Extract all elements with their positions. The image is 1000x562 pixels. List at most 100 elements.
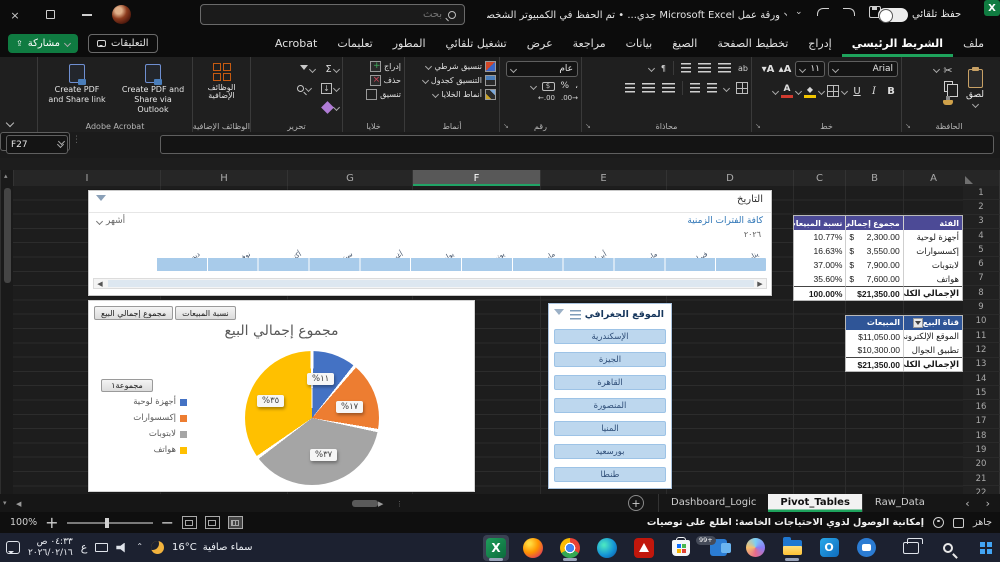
- fill-button[interactable]: ↓: [321, 80, 341, 96]
- row-number[interactable]: 1: [963, 186, 1000, 201]
- horizontal-scroll-thumb[interactable]: [352, 500, 378, 507]
- slicer-item[interactable]: الإسكندرية: [554, 329, 666, 344]
- tab-data[interactable]: بيانات: [625, 37, 653, 50]
- field-button-category[interactable]: نسبة المبيعات: [175, 306, 236, 320]
- scroll-left-icon[interactable]: ◀: [16, 499, 22, 508]
- language-indicator[interactable]: ع: [80, 541, 88, 554]
- row-number[interactable]: 14: [963, 371, 1000, 387]
- row-number[interactable]: 7: [963, 271, 1000, 287]
- format-cells-button[interactable]: تنسيق: [346, 89, 401, 100]
- row-number[interactable]: 5: [963, 243, 1000, 258]
- close-window-button[interactable]: ×: [10, 8, 20, 22]
- insert-cells-button[interactable]: إدراج: [346, 61, 401, 72]
- scroll-down-icon[interactable]: ▾: [3, 499, 7, 507]
- row-number[interactable]: 9: [963, 300, 1000, 315]
- show-hidden-icons-chevron[interactable]: ⌃: [136, 542, 144, 551]
- slicer-geographic-location[interactable]: الموقع الجغرافي الإسكندرية الجيزة القاهرة ا…: [548, 303, 672, 489]
- dialog-launcher-icon[interactable]: ↘: [503, 122, 509, 130]
- tab-automate[interactable]: تشغيل تلقائي: [445, 37, 507, 50]
- pie-chart[interactable]: [245, 351, 379, 485]
- tab-acrobat[interactable]: Acrobat: [274, 37, 318, 50]
- select-all-corner[interactable]: [963, 170, 1000, 186]
- weather-widget[interactable]: 16°C سماء صافية: [172, 542, 253, 553]
- macro-record-icon[interactable]: [952, 517, 964, 528]
- addins-button[interactable]: الوظائف الإضافية: [196, 61, 247, 100]
- table-total-row[interactable]: الإجمالي الكلي $21,350.00 100.00%: [794, 286, 962, 300]
- column-header-H[interactable]: H: [160, 170, 287, 186]
- accessibility-icon[interactable]: [932, 517, 944, 528]
- timeline-scrollbar[interactable]: ◀ ▶: [93, 278, 767, 289]
- table-header-row[interactable]: الفئة مجموع إجمالي البيع نسبة المبيعات: [794, 216, 962, 230]
- row-number[interactable]: 19: [963, 443, 1000, 458]
- decrease-decimal-icon[interactable]: ‎←.00‎: [538, 94, 555, 102]
- table-row[interactable]: أجهزة لوحية $2,300.00 10.77%: [794, 230, 962, 244]
- dialog-launcher-icon[interactable]: ↘: [585, 122, 591, 130]
- maximize-window-button[interactable]: [46, 10, 55, 19]
- create-pdf-outlook-button[interactable]: Create PDF and Share via Outlook: [118, 61, 188, 115]
- bold-button[interactable]: B: [887, 85, 895, 97]
- network-icon[interactable]: [95, 543, 109, 552]
- vertical-scrollbar[interactable]: ▴: [0, 170, 13, 494]
- row-number[interactable]: 17: [963, 414, 1000, 430]
- month-label[interactable]: أكتوبر: [258, 237, 309, 265]
- tab-home[interactable]: الشريط الرئيسي: [842, 30, 953, 57]
- align-left-icon[interactable]: [681, 63, 692, 73]
- format-as-table-button[interactable]: التنسيق كجدول: [408, 75, 496, 86]
- clear-filter-icon[interactable]: [554, 309, 564, 320]
- increase-decimal-icon[interactable]: ‎.00→‎: [561, 94, 578, 102]
- normal-view-icon[interactable]: [227, 516, 243, 529]
- filter-dropdown-icon[interactable]: [912, 317, 923, 328]
- scrollbar-resize-handle[interactable]: ⋮: [396, 499, 404, 508]
- tab-view[interactable]: عرض: [526, 37, 553, 50]
- table-header-row[interactable]: قناة البيع المبيعات: [846, 316, 962, 330]
- decrease-font-icon[interactable]: A▾: [761, 63, 775, 75]
- merge-center-icon[interactable]: [736, 82, 748, 94]
- tab-review[interactable]: مراجعة: [572, 37, 606, 50]
- italic-button[interactable]: I: [872, 85, 876, 97]
- column-header-E[interactable]: E: [540, 170, 666, 186]
- zoom-slider-thumb[interactable]: [104, 517, 109, 528]
- table-row[interactable]: هواتف $7,600.00 35.60%: [794, 272, 962, 286]
- timeline-selection-bar[interactable]: [156, 258, 766, 271]
- scroll-right-icon[interactable]: ▶: [757, 279, 763, 288]
- page-break-view-icon[interactable]: [181, 516, 197, 529]
- pie-chart-object[interactable]: مجموع إجمالي البيع نسبة المبيعات مجموع إ…: [88, 300, 475, 492]
- taskbar-chrome-icon[interactable]: [557, 535, 583, 561]
- slicer-item[interactable]: بورسعيد: [554, 444, 666, 459]
- collapse-ribbon-icon[interactable]: [5, 118, 15, 128]
- zoom-in-icon[interactable]: +: [45, 513, 59, 532]
- taskbar-acrobat-icon[interactable]: [631, 535, 657, 561]
- decrease-indent-icon[interactable]: [690, 83, 700, 93]
- orientation-icon[interactable]: ¶: [660, 63, 667, 73]
- clock[interactable]: ٠٤:٣٣ ص ٢٠٢٦/٠٢/١٦: [28, 536, 73, 558]
- accessibility-message[interactable]: إمكانية الوصول لذوي الاحتياجات الخاصة: ا…: [646, 517, 924, 528]
- wrap-text-icon[interactable]: ab: [738, 63, 748, 73]
- taskbar-explorer-icon[interactable]: [779, 535, 805, 561]
- month-label[interactable]: مارس: [614, 237, 665, 266]
- share-button[interactable]: مشاركة ⇪: [8, 34, 78, 53]
- slicer-item[interactable]: القاهرة: [554, 375, 666, 390]
- dialog-launcher-icon[interactable]: ↘: [755, 122, 761, 130]
- paste-button[interactable]: لصق: [957, 61, 993, 115]
- redo-icon[interactable]: [842, 8, 855, 16]
- fill-color-icon[interactable]: ◆: [804, 85, 816, 98]
- month-label[interactable]: فبراير: [664, 237, 715, 265]
- taskbar-firefox-icon[interactable]: [520, 535, 546, 561]
- row-number[interactable]: 15: [963, 386, 1000, 401]
- borders-icon[interactable]: [827, 85, 839, 97]
- tab-insert[interactable]: إدراج: [808, 37, 832, 50]
- create-pdf-link-button[interactable]: Create PDF and Share link: [42, 61, 112, 115]
- conditional-formatting-button[interactable]: تنسيق شرطي: [408, 61, 496, 72]
- search-box[interactable]: [200, 4, 465, 25]
- formula-input[interactable]: [160, 135, 994, 154]
- align-top-icon[interactable]: [662, 83, 675, 93]
- add-sheet-button[interactable]: +: [628, 495, 644, 511]
- vertical-scroll-thumb[interactable]: [4, 188, 11, 283]
- column-header-C[interactable]: C: [793, 170, 845, 186]
- row-number[interactable]: 4: [963, 228, 1000, 244]
- row-number[interactable]: 10: [963, 314, 1000, 329]
- taskbar-outlook-icon[interactable]: O: [816, 535, 842, 561]
- user-avatar[interactable]: [112, 5, 131, 24]
- taskbar-chat-icon[interactable]: [853, 535, 879, 561]
- comma-style-icon[interactable]: ،: [575, 81, 578, 91]
